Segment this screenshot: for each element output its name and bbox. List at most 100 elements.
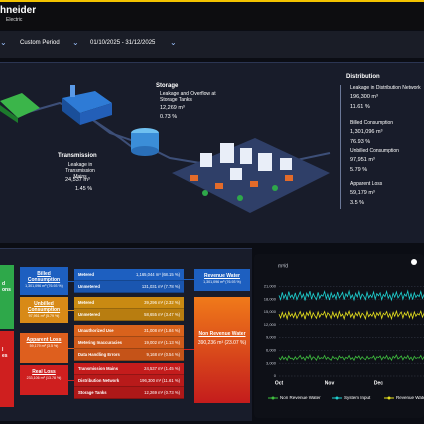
transmission-title: Transmission: [58, 153, 97, 159]
row-value: 39,296 m³ (2.32 %): [144, 300, 180, 305]
row-name: Metered: [78, 272, 95, 277]
balance-row: Data Handling Errors 9,168 m³ (0.54 %): [74, 349, 184, 361]
y-tick-label: 12,000: [264, 322, 277, 327]
dist-percent: 3.5 %: [350, 200, 365, 206]
storage-percent: 0.73 %: [160, 114, 178, 120]
series-line: [278, 309, 424, 321]
row-name: Unauthorized Use: [78, 328, 114, 333]
storage-title: Storage: [156, 83, 179, 89]
balance-row: Unmetered 58,655 m³ (3.47 %): [74, 309, 184, 321]
chevron[interactable]: ⌄: [72, 38, 79, 47]
box-name: Apparent Loss: [26, 337, 62, 343]
transmission-percent: 1.45 %: [75, 186, 93, 192]
chart: m³/d 0 3,000 6,000 9,000 12,000 15,000 18,000 2…: [264, 259, 424, 400]
date-range[interactable]: 01/10/2025 - 31/12/2025: [90, 40, 156, 46]
box-value: 1,301,096 m³ (76.93 %): [25, 284, 63, 288]
network-diagram: Storage Leakage and Overflow at Storage …: [0, 62, 424, 243]
connector: [68, 310, 74, 311]
box-name: Non Revenue Water: [198, 331, 246, 337]
row-name: Transmission Mains: [78, 366, 119, 371]
dist-volume: 97,951 m³: [350, 157, 375, 163]
dist-volume: 59,179 m³: [350, 190, 375, 196]
water-balance: d ons l es Billed Consumption 1,301,096 m³ (7…: [0, 248, 252, 421]
balance-row: Metering Inaccuracies 19,002 m³ (1.13 %): [74, 337, 184, 349]
x-tick-label: Dec: [374, 380, 383, 386]
chevron[interactable]: ⌄: [170, 38, 177, 47]
balance-box: Billed Consumption 1,301,096 m³ (76.93 %): [20, 267, 68, 295]
box-value: 97,951 m³ (5.79 %): [28, 314, 60, 318]
transmission-label: Leakage in Transmission Mains: [65, 162, 95, 180]
header: hneider Electric: [0, 0, 424, 30]
dist-volume: 1,301,096 m³: [350, 129, 383, 135]
x-tick-label: Nov: [325, 380, 335, 386]
dist-label: Billed Consumption: [350, 120, 394, 126]
period-type[interactable]: Custom Period: [20, 40, 60, 46]
box-name: Real Loss: [32, 369, 56, 375]
dist-percent: 76.93 %: [350, 139, 371, 145]
row-value: 196,300 m³ (11.61 %): [139, 378, 180, 383]
legend-label: System Input: [344, 395, 371, 400]
balance-row: Metered 1,165,044 m³ (68.15 %): [74, 269, 184, 281]
distribution-title: Distribution: [346, 74, 380, 80]
dist-percent: 5.79 %: [350, 167, 368, 173]
y-tick-label: 0: [274, 373, 277, 378]
y-tick-label: 9,000: [266, 335, 277, 340]
connector: [68, 348, 74, 349]
chart-panel: m³/d 0 3,000 6,000 9,000 12,000 15,000 18,000 2…: [254, 254, 424, 418]
connector: [68, 281, 74, 282]
balance-group: l es: [0, 331, 14, 407]
chevron[interactable]: ⌄: [0, 38, 7, 47]
box-value: 390,236 m³ (23.07 %): [197, 340, 247, 346]
dist-label: Leakage in Distribution Network: [350, 85, 421, 91]
box-value: 233,106 m³ (13.78 %): [26, 376, 62, 380]
row-value: 9,168 m³ (0.54 %): [146, 352, 180, 357]
box-value: 1,301,096 m³ (76.93 %): [203, 280, 241, 284]
dist-label: Unbilled Consumption: [350, 148, 399, 154]
transmission-volume: 24,537 m³: [65, 177, 90, 183]
row-name: Unmetered: [78, 284, 100, 289]
group-text: ons: [2, 287, 11, 293]
y-tick-label: 6,000: [266, 347, 277, 352]
legend-label: Non Revenue Water: [280, 395, 321, 400]
dist-volume: 196,300 m³: [350, 94, 378, 100]
y-tick-label: 15,000: [264, 309, 277, 314]
balance-group: d ons: [0, 265, 14, 329]
balance-row: Metered 39,296 m³ (2.32 %): [74, 297, 184, 309]
balance-row: Unauthorized Use 31,008 m³ (1.84 %): [74, 325, 184, 337]
illustration: [0, 85, 331, 213]
row-value: 24,537 m³ (1.45 %): [144, 366, 180, 371]
balance-box: Real Loss 233,106 m³ (13.78 %): [20, 365, 68, 395]
row-value: 19,002 m³ (1.13 %): [144, 340, 180, 345]
row-name: Storage Tanks: [78, 390, 107, 395]
non-revenue-water: Non Revenue Water 390,236 m³ (23.07 %): [194, 297, 250, 403]
toggle[interactable]: [411, 259, 417, 265]
x-tick-label: Oct: [275, 380, 284, 386]
row-name: Distribution Network: [78, 378, 120, 383]
legend-dot: [335, 396, 339, 400]
legend-dot: [271, 396, 275, 400]
connector: [184, 349, 194, 350]
series-line: [278, 289, 424, 302]
box-name: Billed Consumption: [27, 271, 61, 283]
logo-text: hneider: [0, 5, 37, 16]
row-value: 58,655 m³ (3.47 %): [144, 312, 180, 317]
row-name: Data Handling Errors: [78, 352, 120, 357]
dist-percent: 11.61 %: [350, 104, 370, 110]
row-value: 12,269 m³ (0.73 %): [144, 390, 180, 395]
balance-box: Apparent Loss 59,179 m³ (3.5 %): [20, 333, 68, 363]
row-value: 31,008 m³ (1.84 %): [144, 328, 180, 333]
legend-label: Revenue Water: [396, 395, 424, 400]
balance-box: Unbilled Consumption 97,951 m³ (5.79 %): [20, 297, 68, 323]
series-line: [278, 354, 424, 362]
legend-dot: [387, 396, 391, 400]
balance-row: Unmetered 131,031 m³ (7.78 %): [74, 281, 184, 293]
balance-row: Distribution Network 196,300 m³ (11.61 %): [74, 375, 184, 387]
revenue-water: Revenue Water 1,301,096 m³ (76.93 %): [194, 269, 250, 291]
dist-label: Apparent Loss: [350, 181, 383, 187]
balance-row: Storage Tanks 12,269 m³ (0.73 %): [74, 387, 184, 399]
storage-label: Leakage and Overflow at Storage Tanks: [160, 91, 216, 103]
group-text: l: [2, 347, 4, 353]
connector: [68, 380, 74, 381]
box-value: 59,179 m³ (3.5 %): [29, 344, 59, 348]
y-axis-label: m³/d: [278, 263, 288, 269]
